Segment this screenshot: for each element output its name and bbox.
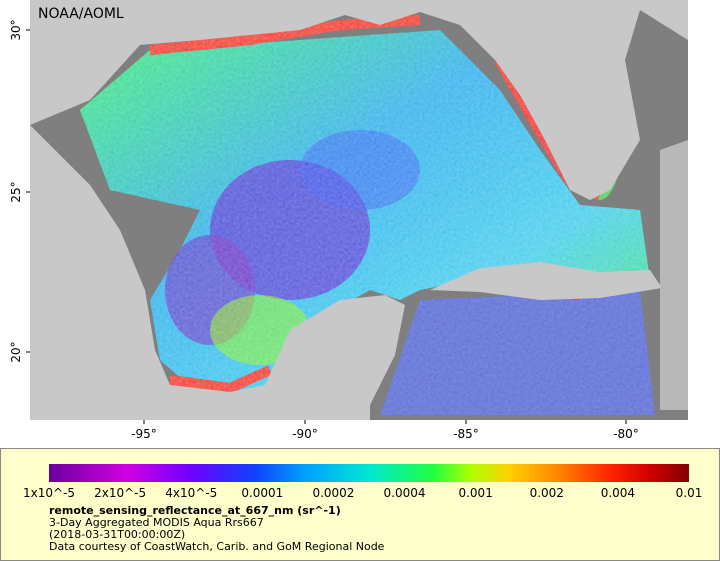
caption-source: Data courtesy of CoastWatch, Carib. and … (49, 540, 385, 553)
lat-label: 20° (9, 341, 23, 362)
lat-label: 25° (9, 181, 23, 202)
colorbar-label: 0.002 (529, 486, 564, 500)
lon-label: -90° (292, 427, 318, 441)
lon-label: -85° (453, 427, 479, 441)
colorbar-label: 2x10^-5 (94, 486, 147, 500)
caption-variable: remote_sensing_reflectance_at_667_nm (sr… (49, 504, 341, 517)
lat-label: 30° (9, 19, 23, 40)
colorbar-label: 0.0004 (383, 486, 426, 500)
caption-date: (2018-03-31T00:00:00Z) (49, 528, 186, 541)
map: NOAA/AOML 30° 25° 20° -95° -90° -85° -80° (9, 0, 688, 441)
legend-panel: 1x10^-5 2x10^-5 4x10^-5 0.0001 0.0002 0.0004 0… (0, 448, 720, 561)
caption-product: 3-Day Aggregated MODIS Aqua Rrs667 (49, 516, 264, 529)
lon-label: -80° (613, 427, 639, 441)
colorbar-label: 0.004 (600, 486, 636, 500)
colorbar-label: 1x10^-5 (22, 486, 76, 500)
colorbar-label: 0.0001 (241, 486, 284, 500)
lon-label: -95° (131, 427, 157, 441)
colorbar-label: 4x10^-5 (165, 486, 218, 500)
land (30, 0, 688, 420)
map-credit: NOAA/AOML (38, 6, 124, 22)
colorbar-label: 0.0002 (312, 486, 355, 500)
colorbar-label: 0.001 (458, 486, 493, 500)
colorbar-label: 0.01 (675, 486, 703, 500)
colorbar (49, 464, 689, 482)
